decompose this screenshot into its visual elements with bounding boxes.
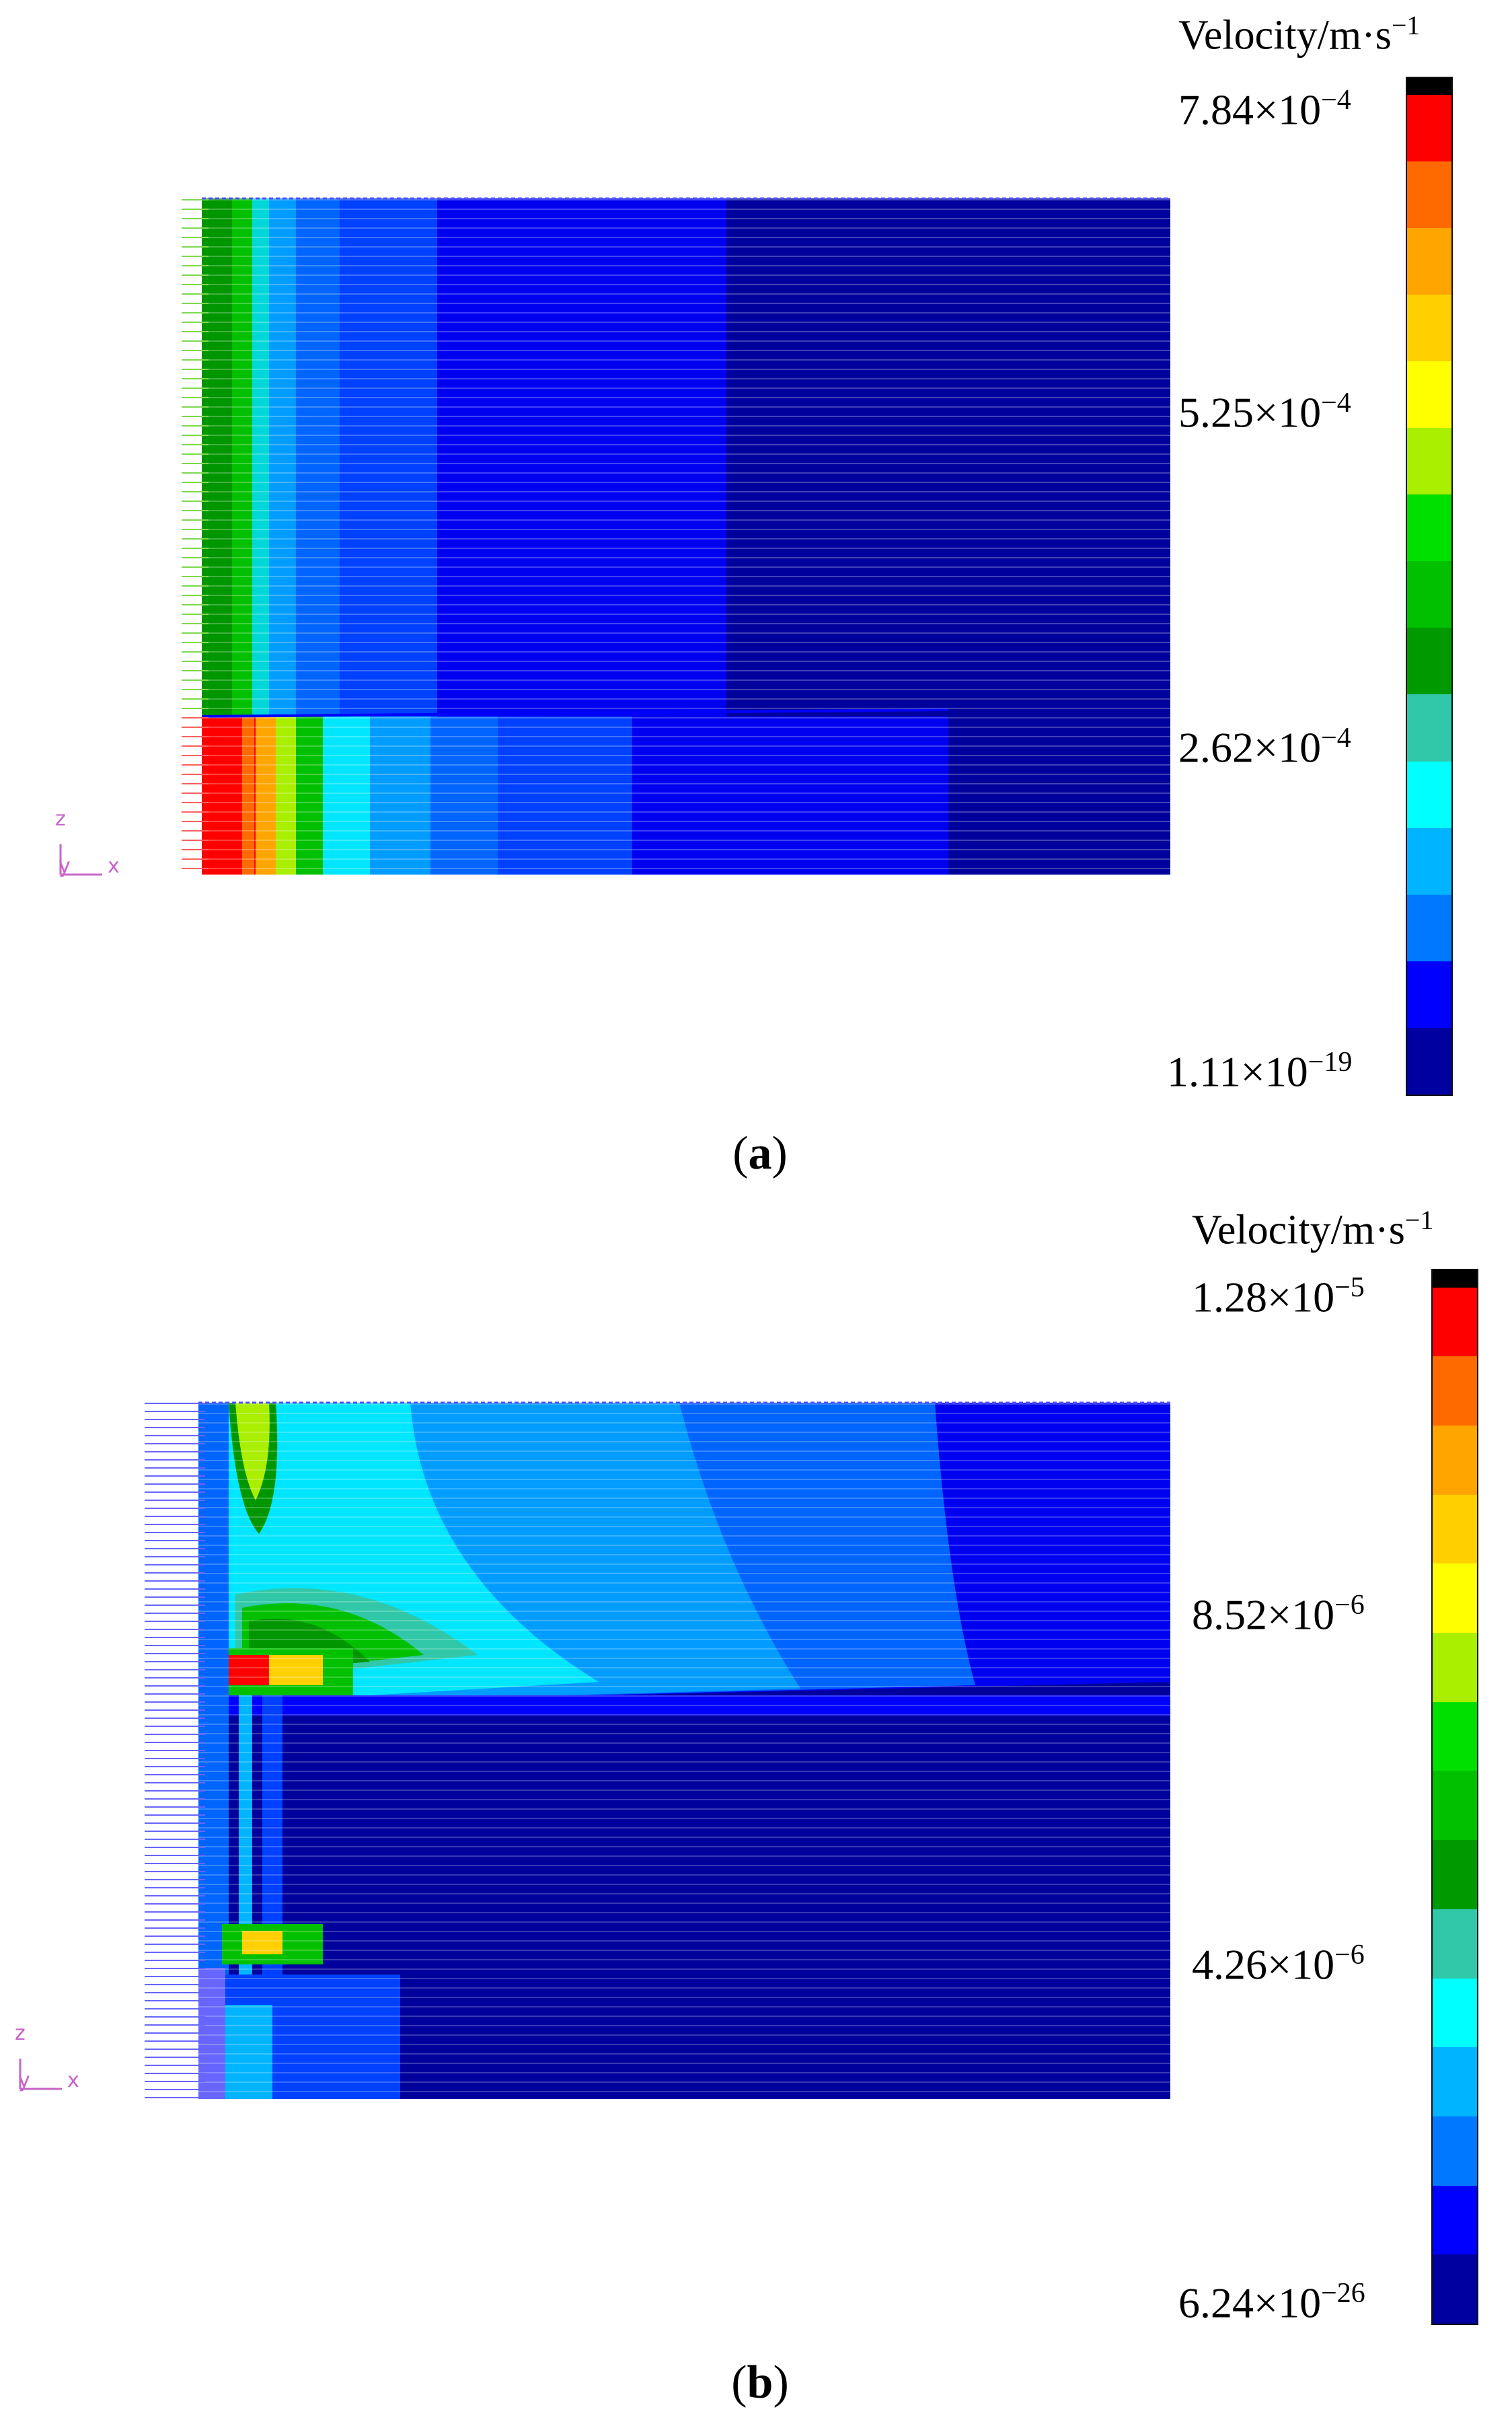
axis-label-z: z bbox=[15, 2022, 26, 2045]
velocity-field-plot-b bbox=[145, 1401, 1170, 2099]
colorbar-label-2: 8.52×10−6 bbox=[1192, 1590, 1365, 1639]
axis-triad-icon bbox=[19, 2059, 62, 2090]
velocity-field-plot-a bbox=[182, 197, 1170, 875]
inlet-arrows-b bbox=[145, 1403, 205, 2099]
caption-b: (b) bbox=[731, 2357, 789, 2408]
colorbar-label-min: 1.11×10−19 bbox=[1167, 1047, 1353, 1096]
caption-a: (a) bbox=[732, 1128, 788, 1179]
legend-title-a: Velocity/m·s−1 bbox=[1178, 10, 1421, 59]
axis-label-x: x bbox=[108, 854, 120, 878]
colorbar-a bbox=[1406, 77, 1453, 1096]
colorbar-b bbox=[1431, 1269, 1478, 2325]
inlet-arrows-upper bbox=[182, 198, 209, 716]
axis-triad-a: z y x bbox=[55, 807, 136, 881]
colorbar-label-max: 7.84×10−4 bbox=[1178, 85, 1351, 134]
legend-title-b: Velocity/m·s−1 bbox=[1192, 1205, 1434, 1253]
colorbar-label-2: 5.25×10−4 bbox=[1178, 388, 1351, 437]
panel-b: z y x Velocity/m·s−1 1.28×10−5 8.52×10−6… bbox=[0, 1204, 1512, 2434]
colorbar-label-3: 2.62×10−4 bbox=[1178, 723, 1351, 772]
axis-label-x: x bbox=[67, 2069, 79, 2092]
panel-a: z y x Velocity/m·s−1 7.84×10−4 5.25×10−4… bbox=[0, 0, 1512, 1204]
axis-triad-b: z y x bbox=[15, 2022, 96, 2096]
colorbar-label-min: 6.24×10−26 bbox=[1178, 2278, 1365, 2327]
inlet-arrows-lower bbox=[182, 716, 209, 875]
axis-label-y: y bbox=[59, 854, 71, 878]
axis-label-z: z bbox=[55, 807, 66, 831]
axis-label-y: y bbox=[18, 2069, 30, 2092]
colorbar-label-max: 1.28×10−5 bbox=[1192, 1272, 1365, 1321]
colorbar-label-3: 4.26×10−6 bbox=[1192, 1940, 1365, 1989]
axis-triad-icon bbox=[59, 844, 102, 876]
